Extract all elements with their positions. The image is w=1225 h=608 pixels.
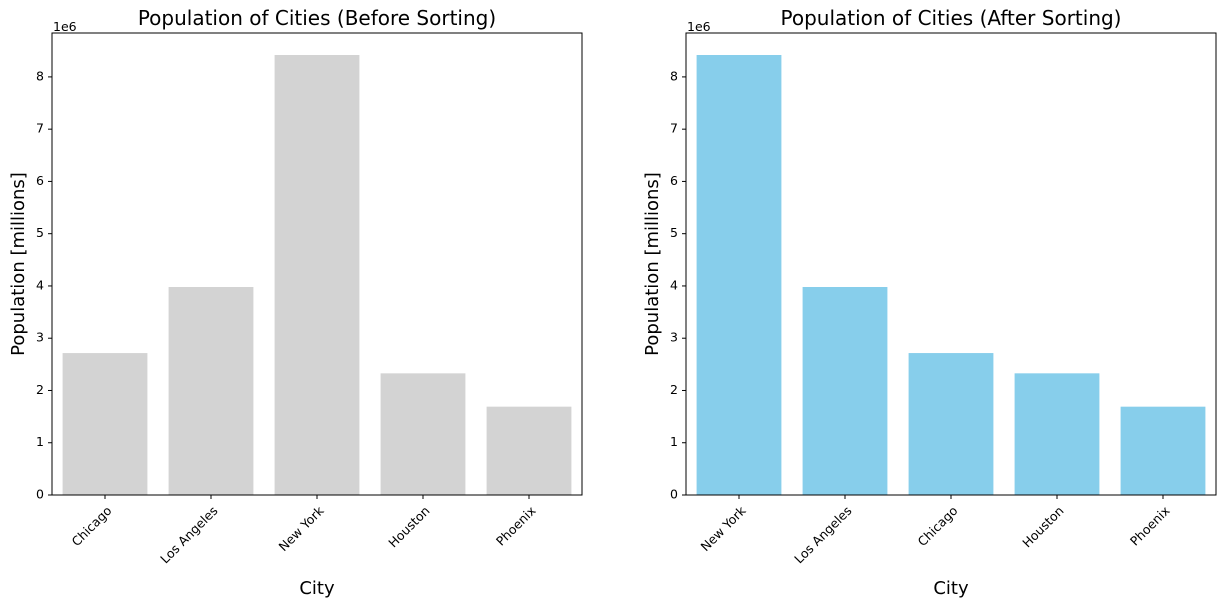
- bar-los-angeles: [802, 287, 888, 495]
- y-tick-label: 1: [670, 434, 678, 449]
- y-tick-label: 1: [36, 434, 44, 449]
- chart-panel-after-sorting: Population of Cities (After Sorting) 1e6…: [642, 6, 1217, 599]
- y-tick-label: 2: [670, 382, 678, 397]
- x-tick-label: Phoenix: [493, 503, 539, 549]
- bar-new-york: [274, 55, 360, 495]
- x-tick-label: Chicago: [914, 503, 960, 549]
- chart-title: Population of Cities (After Sorting): [781, 6, 1122, 30]
- bar-houston: [380, 373, 466, 495]
- y-tick-label: 6: [36, 173, 44, 188]
- y-tick-label: 8: [36, 68, 44, 83]
- y-tick-label: 4: [36, 277, 44, 292]
- bar-group: [696, 55, 1206, 495]
- y-tick-label: 4: [670, 277, 678, 292]
- bar-houston: [1014, 373, 1100, 495]
- chart-panel-before-sorting: Population of Cities (Before Sorting) 1e…: [8, 6, 583, 599]
- y-axis-label: Population [millions]: [642, 172, 663, 356]
- y-tick-label: 7: [36, 121, 44, 136]
- y-tick-label: 3: [670, 330, 678, 345]
- y-tick-label: 7: [670, 121, 678, 136]
- y-tick-label: 6: [670, 173, 678, 188]
- bar-new-york: [696, 55, 782, 495]
- y-tick-label: 3: [36, 330, 44, 345]
- bar-phoenix: [1120, 406, 1206, 495]
- bar-chicago: [62, 353, 148, 495]
- bar-group: [62, 55, 572, 495]
- bar-los-angeles: [168, 287, 254, 495]
- y-tick-label: 5: [670, 225, 678, 240]
- x-tick-label: Los Angeles: [791, 503, 854, 566]
- y-axis-offset-label: 1e6: [687, 19, 711, 34]
- x-axis-label: City: [933, 578, 969, 599]
- y-tick-label: 0: [670, 487, 678, 502]
- x-tick-label: Chicago: [68, 503, 114, 549]
- x-axis-label: City: [299, 578, 335, 599]
- y-axis-label: Population [millions]: [8, 172, 29, 356]
- y-axis-offset-label: 1e6: [53, 19, 77, 34]
- y-tick-label: 8: [670, 68, 678, 83]
- y-tick-label: 0: [36, 487, 44, 502]
- bar-phoenix: [486, 406, 572, 495]
- x-tick-label: Houston: [1019, 503, 1066, 550]
- x-tick-label: New York: [276, 502, 328, 554]
- bar-chicago: [908, 353, 994, 495]
- x-tick-label: Houston: [385, 503, 432, 550]
- y-tick-label: 2: [36, 382, 44, 397]
- y-tick-label: 5: [36, 225, 44, 240]
- x-tick-label: New York: [698, 502, 750, 554]
- x-tick-label: Phoenix: [1127, 503, 1173, 549]
- axes-frame: [51, 32, 583, 496]
- axes-frame: [685, 32, 1217, 496]
- x-tick-label: Los Angeles: [157, 503, 220, 566]
- chart-title: Population of Cities (Before Sorting): [138, 6, 496, 30]
